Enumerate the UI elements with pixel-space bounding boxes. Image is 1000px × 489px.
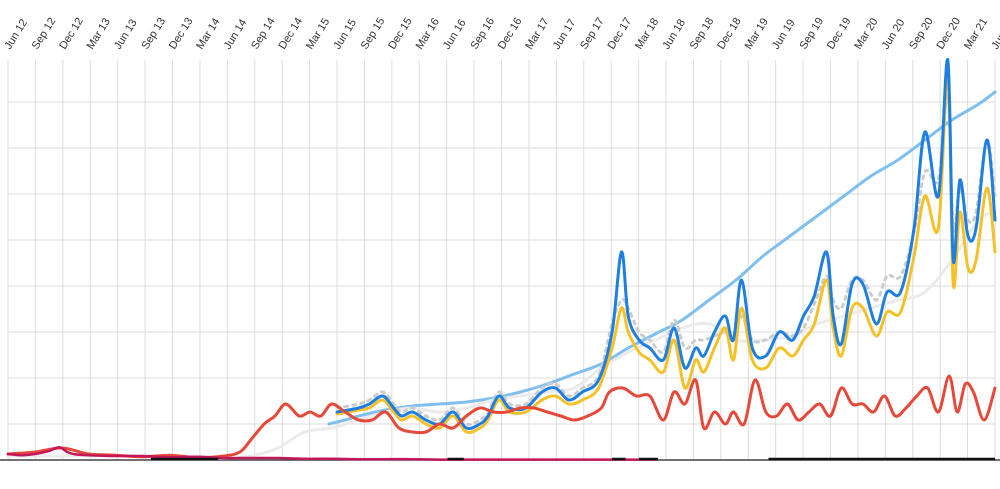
x-tick-label: Mar 13 xyxy=(85,16,113,51)
x-tick-label: Sep 13 xyxy=(139,16,168,52)
chart-series xyxy=(6,58,997,461)
x-tick-label: Mar 19 xyxy=(743,16,771,51)
x-tick-label: Mar 14 xyxy=(194,16,222,51)
x-tick-label: Jun 16 xyxy=(441,17,469,51)
x-tick-label: Sep 16 xyxy=(468,16,497,52)
x-tick-label: Dec 13 xyxy=(167,16,196,52)
x-tick-label: Mar 16 xyxy=(414,16,442,51)
x-tick-label: Jun 19 xyxy=(770,17,798,51)
x-tick-label: Jun 17 xyxy=(551,17,579,51)
x-tick-label: Mar 15 xyxy=(304,16,332,51)
x-tick-label: Mar 21 xyxy=(962,16,990,51)
series-line-6 xyxy=(6,445,657,461)
x-tick-label: Sep 19 xyxy=(797,16,826,52)
x-tick-label: Dec 18 xyxy=(715,16,744,52)
x-tick-label: Dec 12 xyxy=(57,16,86,52)
x-tick-label: Mar 20 xyxy=(852,16,880,51)
x-tick-label: Dec 19 xyxy=(825,16,854,52)
x-tick-label: Dec 14 xyxy=(277,16,306,52)
x-tick-label: Jun 15 xyxy=(331,17,359,51)
x-tick-label: Jun 13 xyxy=(112,17,140,51)
x-tick-label: Mar 18 xyxy=(633,16,661,51)
x-tick-label: Sep 14 xyxy=(249,16,278,52)
x-tick-label: Sep 20 xyxy=(907,16,936,52)
x-tick-label: Sep 18 xyxy=(688,16,717,52)
x-tick-label: Jun 12 xyxy=(2,17,30,51)
x-tick-label: Mar 17 xyxy=(523,16,551,51)
x-tick-label: Dec 17 xyxy=(606,16,635,52)
series-line-5 xyxy=(6,374,997,460)
series-line-4 xyxy=(327,90,997,426)
x-tick-label: Jun 20 xyxy=(880,17,908,51)
x-tick-label: Jun 14 xyxy=(222,17,250,51)
series-line-1 xyxy=(335,70,997,434)
x-tick-label: Jun 18 xyxy=(660,17,688,51)
x-tick-label: Jun 21 xyxy=(989,17,1000,51)
x-tick-label: Sep 15 xyxy=(359,16,388,52)
series-line-0 xyxy=(335,58,997,430)
x-tick-label: Dec 20 xyxy=(935,16,964,52)
x-tick-label: Sep 17 xyxy=(578,16,607,52)
chart-grid xyxy=(0,60,1000,461)
x-tick-label: Sep 12 xyxy=(30,16,59,52)
x-tick-label: Dec 16 xyxy=(496,16,525,52)
x-tick-label: Dec 15 xyxy=(386,16,415,52)
